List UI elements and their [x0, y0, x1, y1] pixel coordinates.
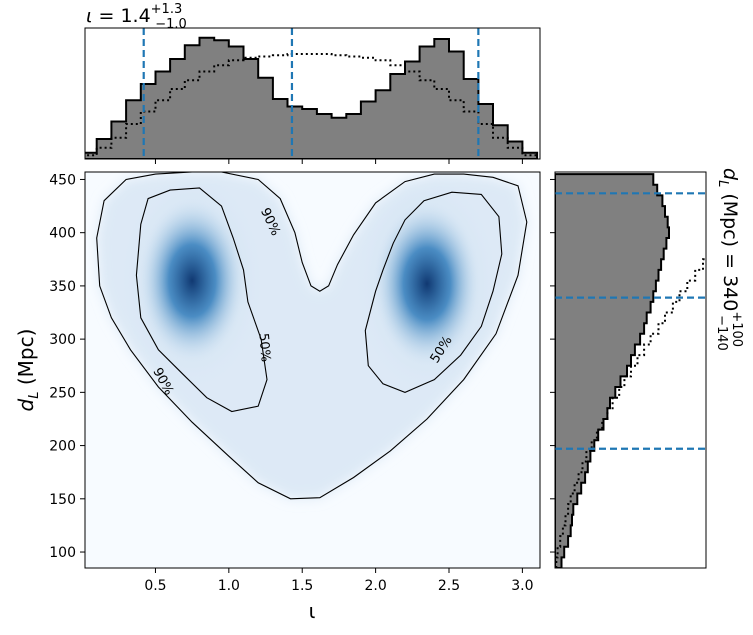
y-tick-label: 300 [49, 332, 76, 348]
x-axis-ticks: 0.5 1.0 1.5 2.0 2.5 3.0 [144, 159, 534, 594]
contour-label-3: 50% [255, 333, 272, 363]
y-tick-label: 200 [49, 439, 76, 455]
posterior-histogram [85, 36, 539, 159]
y-tick-label: 450 [49, 172, 76, 188]
x-tick-label: 0.5 [144, 578, 166, 594]
density-mode-1 [140, 200, 245, 361]
top-histogram [85, 28, 539, 159]
x-tick-label: 2.5 [438, 578, 460, 594]
y-tick-label: 350 [49, 279, 76, 295]
prior-histogram [555, 258, 706, 568]
x-tick-label: 2.0 [364, 578, 386, 594]
right-histogram [555, 173, 706, 568]
right-frame [554, 171, 707, 569]
prior-histogram [85, 53, 538, 157]
contour-50pct-3 [364, 191, 503, 393]
contour-50pct-2 [135, 187, 268, 413]
y-tick-label: 150 [49, 492, 76, 508]
top-marginal-panel: ι = 1.4+1.3 −1.0 [84, 2, 541, 160]
x-tick-label: 1.0 [218, 578, 240, 594]
right-marginal-panel: dL (Mpc) = 340+100−140 [554, 168, 744, 569]
x-tick-label: 1.5 [291, 578, 313, 594]
top-title: ι = 1.4+1.3 −1.0 [86, 2, 187, 32]
top-frame [84, 27, 541, 160]
contour-layer [96, 172, 528, 500]
y-tick-label: 400 [49, 226, 76, 242]
x-axis-label: ι [309, 599, 316, 623]
joint-frame [84, 171, 541, 569]
y-axis-ticks: 100 150 200 250 300 350 400 450 [49, 172, 555, 561]
joint-panel: 90%90%50% 50% 0.5 1.0 1.5 2.0 2.5 3.0 10015020… [14, 159, 555, 623]
y-tick-label: 250 [49, 385, 76, 401]
x-tick-label: 3.0 [511, 578, 533, 594]
contour-90pct-1 [96, 172, 528, 500]
density-mode-2 [374, 203, 479, 364]
right-title: dL (Mpc) = 340+100−140 [714, 168, 744, 351]
y-tick-label: 100 [49, 545, 76, 561]
posterior-histogram [555, 173, 670, 568]
y-axis-label: dL (Mpc) [14, 329, 42, 412]
